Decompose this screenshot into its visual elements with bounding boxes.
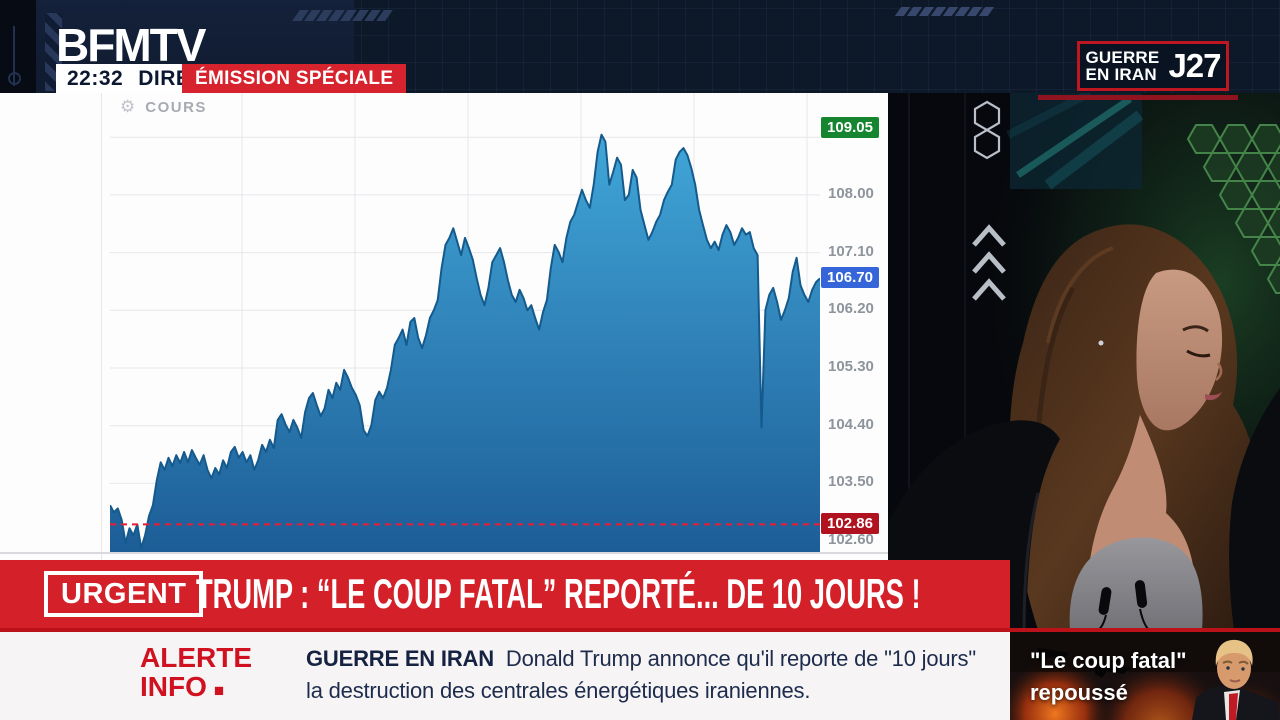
anchor-silhouette — [888, 224, 1280, 630]
axis-badge-last-price: 106.70 — [821, 267, 879, 289]
price-axis: 108.00 107.10 106.20 105.30 104.40 103.50 102.… — [821, 116, 879, 549]
axis-tick: 106.20 — [828, 300, 874, 318]
war-day-badge: GUERRE EN IRAN J27 — [1077, 41, 1229, 91]
headline: TRUMP : “LE COUP FATAL” REPORTÉ... DE 10… — [196, 570, 921, 617]
axis-badge-previous-close: 102.86 — [821, 513, 879, 535]
alert-line2: INFO — [140, 671, 207, 703]
breaking-banner: URGENT TRUMP : “LE COUP FATAL” REPORTÉ..… — [0, 560, 1010, 628]
war-badge-day: J27 — [1168, 47, 1221, 84]
clip-microphone-icon — [1097, 580, 1149, 630]
header-line-decoration — [13, 26, 15, 86]
program-badge: ÉMISSION SPÉCIALE — [182, 64, 407, 93]
alert-info-badge: ALERTE INFO ■ — [140, 643, 252, 702]
header-bar: BFMTV 22:32 DIRECT ÉMISSION SPÉCIALE GUE… — [0, 0, 1280, 93]
bfmtv-logo: BFMTV — [56, 19, 206, 71]
red-square-icon: ■ — [213, 681, 225, 701]
anchor-nose — [1215, 362, 1223, 381]
thumbnail-graphic — [1010, 632, 1280, 720]
axis-tick: 103.50 — [828, 473, 874, 491]
anchor-face — [1136, 269, 1223, 431]
hexagon-outline-icon — [973, 100, 1001, 160]
thumb-title-line-1: "Le coup fatal" — [1030, 648, 1187, 673]
thumb-title-line-2: repoussé — [1030, 680, 1128, 705]
chart-bottom-edge — [0, 552, 888, 554]
anchor-eyebrow — [1182, 325, 1209, 333]
alert-line1: ALERTE — [140, 642, 252, 673]
urgent-badge: URGENT — [44, 571, 204, 617]
axis-tick: 102.60 — [828, 531, 874, 549]
jets-icon — [1037, 648, 1131, 678]
chart-title: COURS — [145, 98, 207, 116]
price-chart-window: ⚙ COURS 108.00 107.10 106.20 105.30 104.40 10… — [0, 93, 888, 560]
earring-icon — [1098, 340, 1104, 346]
axis-tick: 107.10 — [828, 242, 874, 260]
news-line-2: la destruction des centrales énergétique… — [306, 678, 811, 703]
axis-tick: 105.30 — [828, 358, 874, 375]
chevron-up-icon — [972, 224, 1006, 301]
anchor-blazer-right — [1229, 388, 1280, 630]
chart-toolbar: ⚙ COURS — [120, 97, 207, 117]
header-circle-decoration — [8, 72, 21, 85]
axis-badge-session-high: 109.05 — [821, 116, 879, 138]
next-story-thumbnail: "Le coup fatal" repoussé — [1010, 628, 1280, 720]
war-badge-line1: GUERRE — [1085, 47, 1160, 67]
slash-decoration-right — [894, 7, 995, 16]
chart-window-edge — [101, 93, 102, 560]
axis-tick: 108.00 — [828, 184, 874, 202]
red-screen-line — [1038, 95, 1238, 100]
gear-icon: ⚙ — [120, 97, 136, 116]
anchor-closed-eye — [1186, 349, 1211, 358]
news-ticker: ALERTE INFO ■ GUERRE EN IRAN Donald Trump … — [0, 628, 1010, 720]
green-hex-wall — [1186, 124, 1280, 294]
studio-scene — [888, 93, 1280, 630]
screen-glow-decoration — [1006, 93, 1144, 190]
war-badge-line2: EN IRAN — [1085, 65, 1157, 84]
news-line-1: Donald Trump annonce qu'il reporte de "1… — [505, 646, 976, 671]
price-area-chart — [110, 93, 820, 552]
topic-label: GUERRE EN IRAN — [306, 646, 494, 671]
anchor-lips — [1205, 392, 1222, 401]
clock: 22:32 — [67, 66, 124, 90]
trump-graphic — [1192, 639, 1280, 720]
axis-tick: 104.40 — [828, 415, 874, 433]
